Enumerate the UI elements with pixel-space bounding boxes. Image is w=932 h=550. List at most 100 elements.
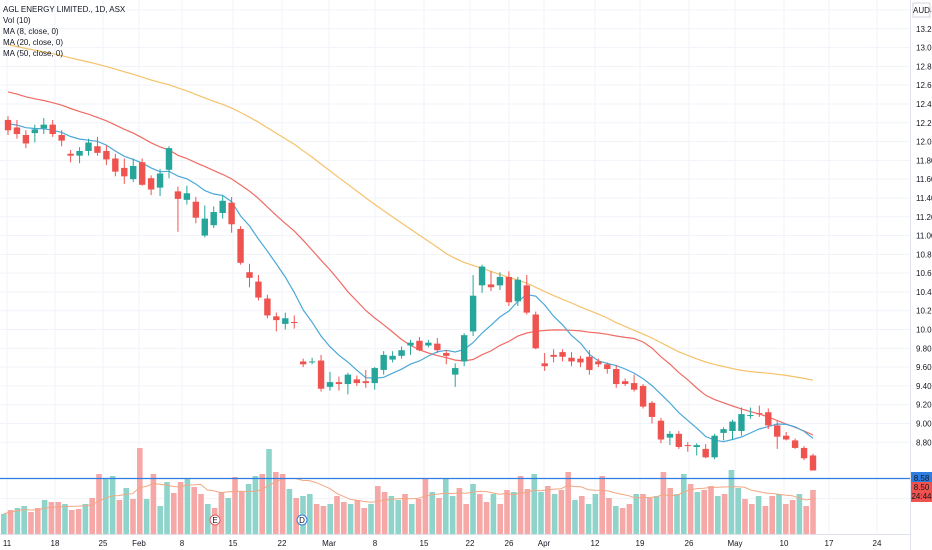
volume-bar [483, 502, 490, 534]
indicator-ma20[interactable]: MA (20, close, 0) [3, 38, 64, 47]
candle [765, 408, 772, 430]
volume-bar [579, 496, 585, 534]
currency-label: AUD [913, 6, 930, 15]
volume-bar [436, 498, 442, 534]
price-tick-label: 10.80 [916, 250, 932, 259]
volume-bar [681, 474, 687, 534]
event-marker-e-label: E [212, 516, 217, 525]
volume-bar [143, 499, 150, 534]
volume-bar [239, 492, 245, 534]
time-tick-label: 26 [505, 539, 514, 548]
volume-bar [660, 472, 667, 534]
volume-bar [171, 493, 177, 534]
time-tick-label: 26 [685, 539, 694, 548]
candle [121, 158, 128, 184]
candle [192, 197, 200, 224]
candle [443, 350, 450, 365]
time-tick-label: 12 [591, 539, 600, 548]
time-tick-label: Feb [132, 539, 146, 548]
volume-bar [803, 506, 809, 534]
candle [496, 272, 504, 291]
volume-bar [640, 494, 646, 534]
indicator-volume[interactable]: Vol (10) [3, 16, 31, 25]
candle [425, 339, 432, 348]
candle [586, 350, 593, 375]
candle [49, 119, 56, 137]
candle [595, 358, 602, 368]
time-tick-label: 22 [278, 539, 287, 548]
volume-bar [1, 514, 7, 534]
candle [246, 263, 253, 288]
volume-bar [735, 488, 741, 534]
currency-box: AUD [912, 2, 931, 18]
price-line-badge-label: 8.58 [914, 474, 930, 483]
candle [809, 453, 817, 471]
volume-bar [218, 492, 225, 534]
candle [702, 444, 709, 459]
price-tick-label: 12.20 [916, 119, 932, 128]
volume-bar [715, 496, 721, 534]
time-tick-label: 11 [3, 539, 12, 548]
volume-bar [565, 472, 571, 534]
volume-bar [245, 484, 252, 534]
volume-bar [279, 474, 286, 534]
time-tick-label: 15 [420, 539, 429, 548]
volume-bar [198, 494, 204, 534]
event-marker-d[interactable]: D [296, 514, 308, 526]
candle [291, 315, 298, 329]
indicator-ma8[interactable]: MA (8, close, 0) [3, 27, 59, 36]
event-marker-e[interactable]: E [209, 514, 221, 526]
candle [31, 124, 39, 143]
candle [13, 119, 21, 139]
candle [201, 205, 208, 238]
volume-bar [490, 494, 497, 534]
candle [782, 431, 790, 441]
candle [326, 371, 334, 391]
candle [478, 264, 486, 293]
grid [0, 0, 910, 534]
candle [487, 271, 495, 291]
volume-bar [647, 498, 653, 534]
candle [693, 443, 700, 456]
volume-bar [517, 476, 524, 534]
time-tick-label: 22 [466, 539, 475, 548]
volume-bar [123, 488, 129, 534]
candle [720, 427, 727, 441]
volume-bars [1, 448, 816, 534]
volume-bar [762, 506, 769, 534]
candle [738, 407, 745, 436]
candle [800, 446, 808, 461]
candle [317, 354, 325, 392]
symbol-title[interactable]: AGL ENERGY LIMITED., 1D, ASX [3, 5, 126, 14]
volume-bar [477, 494, 483, 534]
volume-bar [755, 496, 762, 534]
volume-bar [157, 506, 163, 534]
volume-bar [381, 492, 388, 534]
candle [756, 405, 763, 417]
volume-bar [721, 494, 728, 534]
candle [613, 365, 620, 388]
candle [273, 312, 280, 332]
volume-bar [191, 487, 197, 534]
time-tick-label: 19 [636, 539, 645, 548]
candle [22, 130, 30, 149]
candles [4, 116, 817, 471]
volume-bar [266, 449, 272, 534]
price-tick-label: 12.40 [916, 100, 932, 109]
volume-bar [320, 506, 327, 534]
candle [228, 197, 235, 233]
candle [729, 419, 736, 440]
volume-bar [585, 504, 592, 534]
volume-bar [347, 504, 354, 534]
indicator-ma50[interactable]: MA (50, close, 0) [3, 49, 64, 58]
candle [416, 337, 423, 352]
price-tick-label: 11.40 [916, 194, 932, 203]
candle [550, 349, 557, 363]
volume-bar [409, 504, 415, 534]
volume-bar [572, 500, 578, 534]
volume-bar [701, 490, 707, 534]
candle [684, 442, 691, 452]
volume-bar [41, 500, 48, 534]
candle [219, 195, 226, 219]
